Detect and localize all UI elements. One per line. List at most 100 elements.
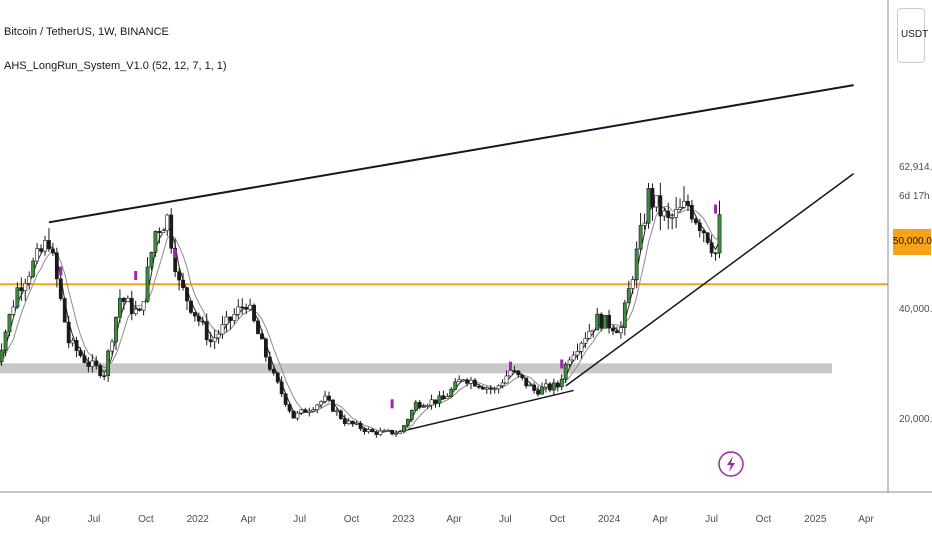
candle-body[interactable] — [524, 377, 529, 387]
candle-body[interactable] — [366, 429, 371, 432]
candle-body[interactable] — [173, 248, 178, 272]
candle-body[interactable] — [161, 230, 166, 234]
candle-body[interactable] — [149, 251, 154, 268]
candle-body[interactable] — [145, 266, 150, 302]
candle-body[interactable] — [157, 231, 162, 234]
candle-body[interactable] — [334, 410, 339, 413]
candle-body[interactable] — [413, 402, 418, 411]
candle-body[interactable] — [90, 360, 95, 367]
candle-body[interactable] — [78, 350, 83, 356]
candle-body[interactable] — [252, 304, 256, 322]
candle-body[interactable] — [445, 396, 450, 400]
candle-body[interactable] — [224, 316, 229, 325]
candle-body[interactable] — [200, 320, 205, 323]
candle-body[interactable] — [189, 300, 193, 313]
candle-body[interactable] — [634, 248, 639, 280]
candle-body[interactable] — [516, 370, 521, 376]
candle-body[interactable] — [480, 386, 485, 390]
candle-body[interactable] — [66, 321, 71, 344]
candle-body[interactable] — [693, 218, 698, 224]
candle-body[interactable] — [129, 297, 134, 314]
candle-body[interactable] — [125, 297, 130, 302]
candle-body[interactable] — [615, 330, 619, 334]
candle-body[interactable] — [137, 308, 142, 311]
candle-body[interactable] — [23, 283, 28, 291]
candle-body[interactable] — [275, 372, 280, 383]
candle-body[interactable] — [240, 306, 245, 309]
candle-body[interactable] — [555, 382, 560, 388]
candle-body[interactable] — [27, 275, 32, 284]
candle-body[interactable] — [121, 297, 126, 302]
candle-body[interactable] — [465, 379, 469, 384]
candle-body[interactable] — [433, 399, 438, 404]
candle-body[interactable] — [50, 248, 55, 254]
candle-body[interactable] — [62, 298, 67, 323]
candle-body[interactable] — [153, 231, 158, 253]
candle-body[interactable] — [654, 195, 659, 208]
candle-body[interactable] — [686, 201, 690, 206]
candle-body[interactable] — [307, 410, 312, 413]
candle-body[interactable] — [583, 338, 588, 344]
candle-body[interactable] — [228, 316, 233, 321]
trendline[interactable] — [48, 84, 854, 224]
support-zone-band[interactable] — [0, 363, 832, 374]
candle-body[interactable] — [500, 382, 505, 387]
candle-body[interactable] — [709, 242, 714, 254]
candle-body[interactable] — [319, 401, 324, 406]
candle-body[interactable] — [338, 410, 343, 419]
candle-body[interactable] — [358, 422, 363, 430]
candle-body[interactable] — [705, 232, 710, 243]
candle-body[interactable] — [315, 404, 320, 410]
candle-body[interactable] — [457, 379, 462, 383]
candle-body[interactable] — [378, 430, 383, 435]
candle-body[interactable] — [429, 399, 434, 406]
candle-body[interactable] — [512, 370, 517, 372]
candle-body[interactable] — [248, 304, 253, 310]
candle-body[interactable] — [536, 390, 540, 395]
candle-body[interactable] — [571, 354, 576, 361]
candle-body[interactable] — [701, 230, 706, 234]
candle-body[interactable] — [7, 314, 12, 333]
candle-body[interactable] — [638, 225, 643, 250]
candle-body[interactable] — [263, 338, 268, 358]
candle-body[interactable] — [267, 356, 272, 370]
candle-body[interactable] — [717, 214, 722, 254]
candle-body[interactable] — [19, 287, 24, 291]
candle-body[interactable] — [453, 381, 458, 390]
candle-body[interactable] — [212, 337, 217, 343]
candle-body[interactable] — [133, 308, 138, 314]
candle-body[interactable] — [394, 433, 398, 435]
candle-body[interactable] — [437, 395, 442, 404]
candle-body[interactable] — [622, 302, 627, 328]
candle-body[interactable] — [473, 379, 477, 387]
candle-body[interactable] — [331, 399, 335, 412]
candle-body[interactable] — [165, 214, 170, 231]
candle-body[interactable] — [118, 297, 122, 318]
candle-body[interactable] — [141, 300, 146, 311]
candle-body[interactable] — [674, 209, 679, 218]
candle-body[interactable] — [323, 395, 327, 402]
candle-body[interactable] — [476, 385, 481, 388]
candle-body[interactable] — [260, 333, 264, 340]
candle-body[interactable] — [678, 206, 682, 210]
candle-body[interactable] — [271, 369, 276, 374]
candle-body[interactable] — [398, 431, 402, 434]
candle-body[interactable] — [544, 383, 548, 388]
candle-body[interactable] — [599, 313, 604, 329]
candle-body[interactable] — [98, 365, 103, 376]
candle-body[interactable] — [563, 364, 568, 380]
candle-body[interactable] — [441, 395, 446, 400]
candle-body[interactable] — [670, 217, 675, 219]
candle-body[interactable] — [169, 214, 174, 249]
candle-body[interactable] — [650, 188, 655, 208]
candle-body[interactable] — [236, 306, 241, 315]
candle-body[interactable] — [35, 248, 40, 262]
candle-body[interactable] — [417, 402, 422, 408]
candle-body[interactable] — [449, 388, 454, 397]
currency-button[interactable]: USDT — [897, 8, 928, 63]
candle-body[interactable] — [697, 222, 702, 231]
candle-body[interactable] — [295, 412, 300, 419]
candle-body[interactable] — [244, 306, 249, 310]
candle-body[interactable] — [82, 355, 87, 363]
